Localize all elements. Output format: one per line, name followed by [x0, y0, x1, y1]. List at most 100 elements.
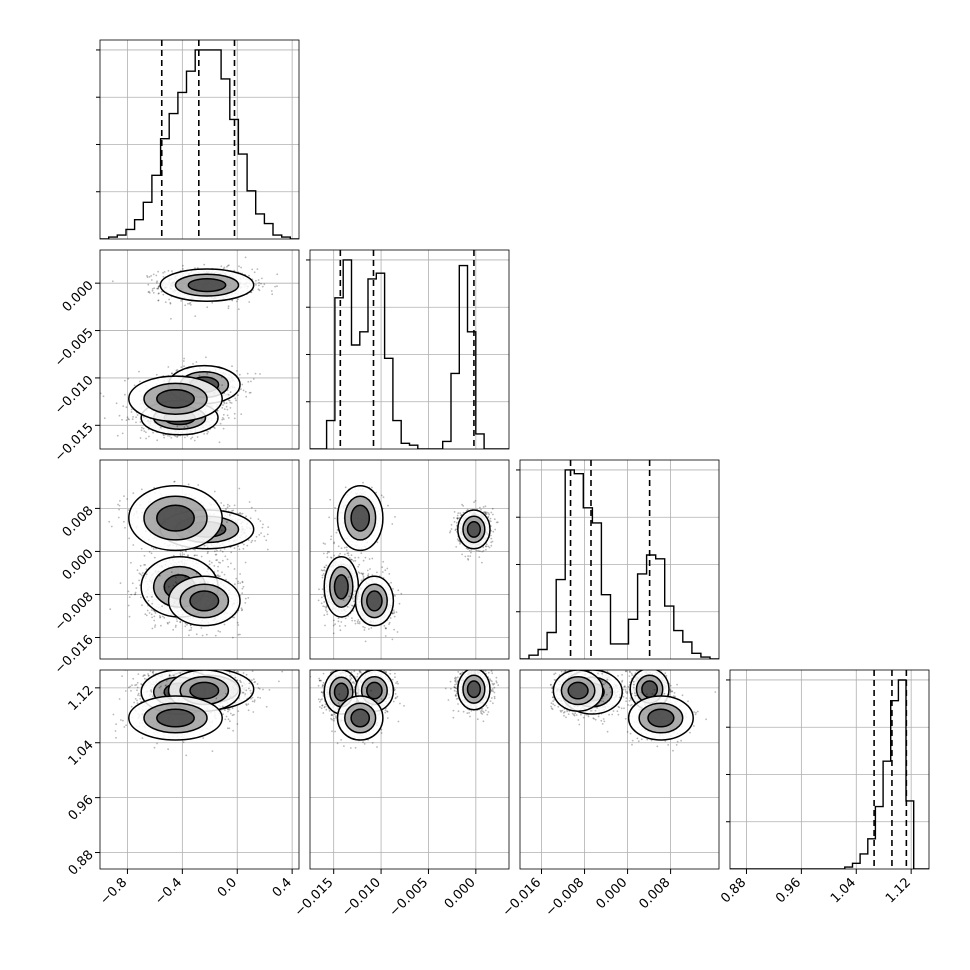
sample-point	[146, 609, 149, 612]
sample-point	[138, 370, 140, 373]
sample-point	[216, 559, 219, 561]
sample-point	[227, 393, 230, 396]
sample-point	[176, 369, 179, 371]
sample-point	[170, 317, 172, 320]
sample-point	[238, 265, 240, 268]
sample-point	[179, 621, 182, 624]
sample-point	[250, 506, 253, 509]
sample-point	[238, 548, 241, 551]
sample-point	[244, 602, 247, 604]
sample-point	[221, 384, 224, 386]
sample-point	[249, 517, 252, 520]
sample-point	[130, 561, 132, 564]
contour-line	[156, 388, 195, 409]
sample-point	[147, 291, 150, 293]
sample-point	[125, 406, 128, 409]
histogram-series	[730, 679, 929, 869]
sample-point	[166, 621, 169, 624]
sample-point	[122, 405, 125, 407]
sample-point	[130, 408, 133, 411]
sample-point	[231, 509, 233, 512]
sample-point	[164, 586, 167, 589]
sample-point	[162, 293, 165, 296]
sample-point	[216, 549, 218, 552]
sample-point	[231, 636, 234, 639]
sample-point	[250, 291, 253, 294]
sample-point	[223, 547, 226, 550]
sample-point	[217, 575, 220, 578]
sample-point	[169, 301, 172, 304]
sample-point	[247, 539, 250, 541]
sample-point	[258, 284, 260, 287]
sample-point	[217, 630, 220, 632]
sample-point	[232, 509, 235, 512]
sample-point	[172, 584, 175, 587]
sample-point	[205, 364, 208, 367]
sample-point	[130, 411, 133, 413]
sample-point	[166, 604, 169, 607]
sample-point	[167, 366, 170, 368]
sample-point	[175, 618, 178, 620]
sample-point	[150, 279, 153, 281]
sample-point	[219, 422, 222, 425]
sample-point	[261, 285, 264, 288]
sample-point	[163, 436, 166, 439]
sample-point	[229, 401, 232, 404]
sample-point	[139, 573, 142, 576]
sample-point	[207, 568, 210, 570]
sample-point	[251, 539, 254, 542]
sample-point	[255, 535, 258, 538]
sample-point	[143, 554, 146, 557]
sample-point	[225, 578, 227, 581]
sample-point	[118, 414, 121, 417]
sample-point	[134, 593, 137, 595]
sample-point	[195, 572, 198, 575]
sample-point	[223, 392, 226, 395]
sample-point	[196, 554, 198, 557]
sample-point	[162, 433, 165, 436]
sample-point	[162, 615, 164, 618]
sample-point	[236, 621, 239, 624]
sample-point	[198, 374, 201, 377]
histogram-panel-1	[100, 40, 299, 239]
scatter-panel-2-1	[100, 250, 299, 449]
sample-point	[124, 393, 126, 396]
sample-point	[167, 585, 170, 588]
sample-point	[251, 268, 254, 271]
sample-point	[128, 418, 131, 421]
sample-point	[194, 267, 196, 270]
sample-point	[132, 416, 135, 418]
sample-point	[194, 554, 197, 557]
sample-point	[227, 307, 230, 310]
sample-point	[219, 575, 221, 577]
sample-point	[218, 441, 221, 444]
sample-point	[130, 593, 133, 596]
sample-point	[227, 264, 229, 267]
sample-point	[228, 264, 230, 267]
sample-point	[253, 271, 256, 274]
sample-point	[221, 417, 224, 419]
sample-point	[221, 418, 224, 421]
sample-point	[222, 504, 225, 507]
sample-point	[155, 373, 158, 376]
sample-point	[233, 616, 236, 619]
sample-point	[217, 574, 220, 576]
sample-point	[237, 582, 240, 585]
sample-point	[127, 590, 130, 593]
sample-point	[263, 535, 266, 538]
sample-point	[172, 628, 175, 631]
sample-point	[228, 399, 231, 402]
sample-point	[194, 315, 197, 317]
sample-point	[189, 624, 192, 627]
sample-point	[141, 572, 144, 574]
sample-point	[121, 432, 124, 435]
sample-point	[190, 626, 193, 629]
sample-point	[220, 265, 223, 268]
panel-frame	[729, 669, 930, 870]
sample-point	[266, 548, 269, 551]
sample-point	[156, 287, 158, 290]
sample-point	[241, 587, 244, 590]
sample-point	[248, 392, 251, 394]
sample-point	[159, 616, 161, 619]
